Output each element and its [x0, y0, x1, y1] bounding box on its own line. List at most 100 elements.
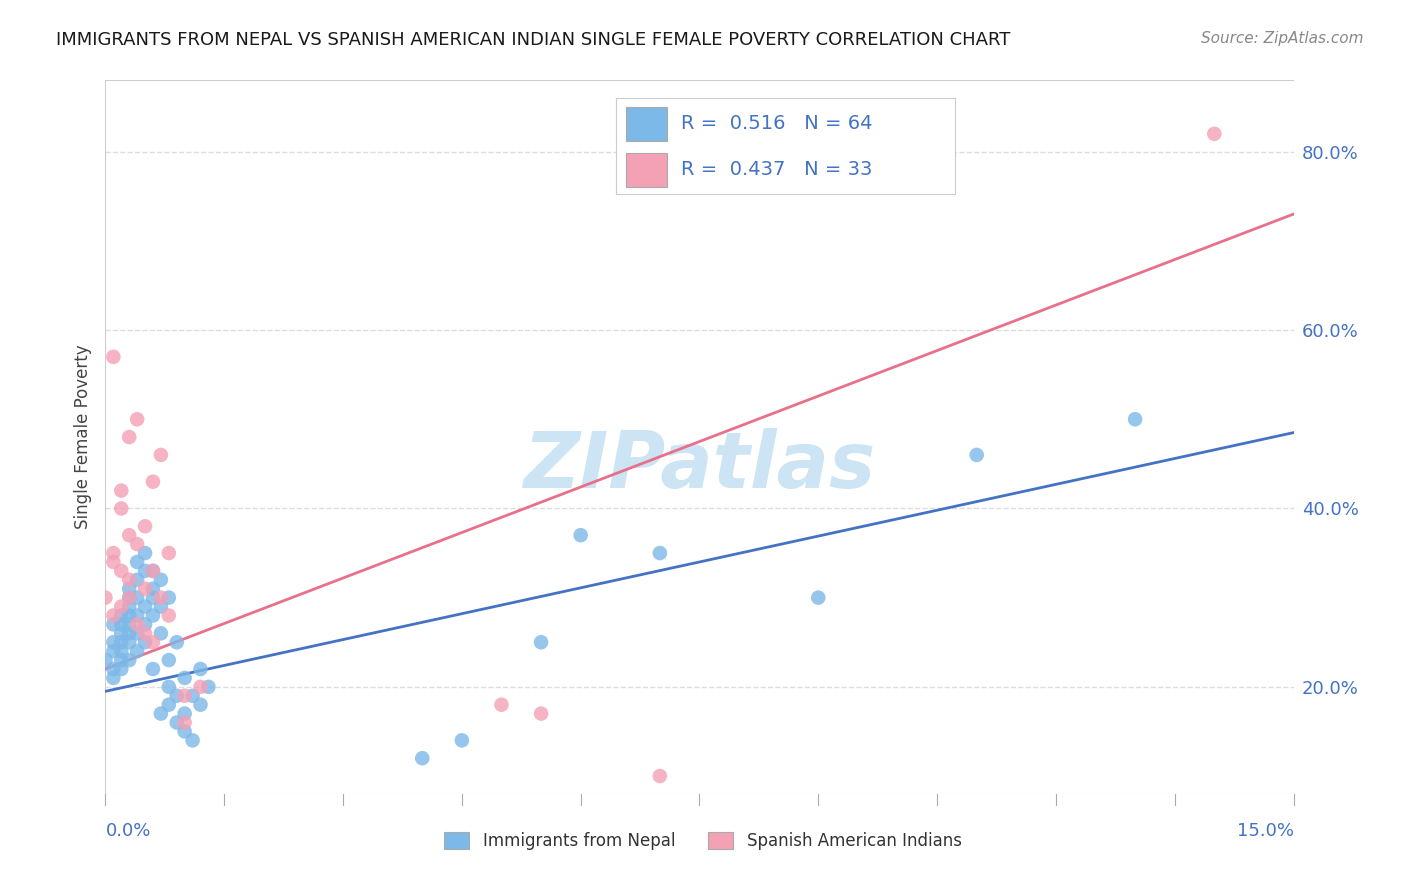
Point — [110, 483, 132, 498]
Point — [190, 662, 212, 676]
Point — [127, 608, 149, 623]
Point — [157, 546, 180, 560]
FancyBboxPatch shape — [627, 153, 666, 186]
Point — [166, 635, 188, 649]
Point — [103, 608, 125, 623]
Point — [118, 591, 141, 605]
Point — [173, 689, 195, 703]
Point — [157, 680, 180, 694]
Point — [110, 653, 132, 667]
Point — [134, 617, 156, 632]
Point — [173, 706, 195, 721]
Point — [149, 573, 172, 587]
Point — [142, 662, 165, 676]
Point — [966, 448, 988, 462]
Point — [110, 662, 132, 676]
Point — [181, 733, 204, 747]
Point — [118, 591, 141, 605]
Point — [118, 617, 141, 632]
Point — [110, 644, 132, 658]
Text: R =  0.437   N = 33: R = 0.437 N = 33 — [681, 161, 872, 179]
Legend: Immigrants from Nepal, Spanish American Indians: Immigrants from Nepal, Spanish American … — [437, 825, 969, 857]
Point — [134, 635, 156, 649]
Point — [149, 599, 172, 614]
Point — [166, 689, 188, 703]
Text: 0.0%: 0.0% — [105, 822, 150, 840]
Point — [103, 617, 125, 632]
Point — [134, 564, 156, 578]
Point — [157, 608, 180, 623]
Point — [110, 501, 132, 516]
Point — [118, 528, 141, 542]
Point — [134, 546, 156, 560]
Point — [118, 430, 141, 444]
Point — [197, 680, 219, 694]
Point — [94, 653, 117, 667]
Point — [103, 635, 125, 649]
Point — [648, 769, 671, 783]
Point — [1204, 127, 1226, 141]
Point — [157, 653, 180, 667]
Point — [103, 555, 125, 569]
Point — [94, 591, 117, 605]
Point — [127, 573, 149, 587]
Point — [134, 626, 156, 640]
Point — [142, 635, 165, 649]
Point — [530, 706, 553, 721]
Point — [173, 671, 195, 685]
FancyBboxPatch shape — [627, 107, 666, 141]
Point — [118, 573, 141, 587]
Point — [142, 608, 165, 623]
Point — [411, 751, 433, 765]
Point — [118, 653, 141, 667]
Point — [142, 564, 165, 578]
Point — [127, 537, 149, 551]
Point — [118, 635, 141, 649]
Point — [142, 475, 165, 489]
Point — [134, 519, 156, 533]
Point — [157, 591, 180, 605]
Y-axis label: Single Female Poverty: Single Female Poverty — [73, 345, 91, 529]
Point — [1123, 412, 1146, 426]
Point — [149, 448, 172, 462]
Point — [491, 698, 513, 712]
Point — [118, 582, 141, 596]
Text: IMMIGRANTS FROM NEPAL VS SPANISH AMERICAN INDIAN SINGLE FEMALE POVERTY CORRELATI: IMMIGRANTS FROM NEPAL VS SPANISH AMERICA… — [56, 31, 1011, 49]
Point — [134, 582, 156, 596]
Point — [134, 599, 156, 614]
Point — [110, 608, 132, 623]
Point — [127, 555, 149, 569]
Point — [190, 680, 212, 694]
Point — [142, 582, 165, 596]
Point — [110, 617, 132, 632]
Point — [127, 617, 149, 632]
Text: R =  0.516   N = 64: R = 0.516 N = 64 — [681, 114, 872, 133]
Text: ZIPatlas: ZIPatlas — [523, 427, 876, 504]
Point — [103, 662, 125, 676]
Point — [149, 591, 172, 605]
Point — [110, 626, 132, 640]
Point — [173, 715, 195, 730]
Point — [569, 528, 592, 542]
Point — [103, 350, 125, 364]
Point — [127, 412, 149, 426]
Point — [181, 689, 204, 703]
Point — [110, 635, 132, 649]
Point — [149, 626, 172, 640]
Point — [127, 644, 149, 658]
Point — [190, 698, 212, 712]
Point — [110, 564, 132, 578]
Point — [110, 599, 132, 614]
Text: Source: ZipAtlas.com: Source: ZipAtlas.com — [1201, 31, 1364, 46]
Point — [103, 644, 125, 658]
Point — [127, 591, 149, 605]
Point — [103, 546, 125, 560]
Text: 15.0%: 15.0% — [1236, 822, 1294, 840]
Point — [118, 626, 141, 640]
Point — [166, 715, 188, 730]
Point — [103, 671, 125, 685]
Point — [149, 706, 172, 721]
Point — [157, 698, 180, 712]
Point — [118, 599, 141, 614]
Point — [142, 591, 165, 605]
